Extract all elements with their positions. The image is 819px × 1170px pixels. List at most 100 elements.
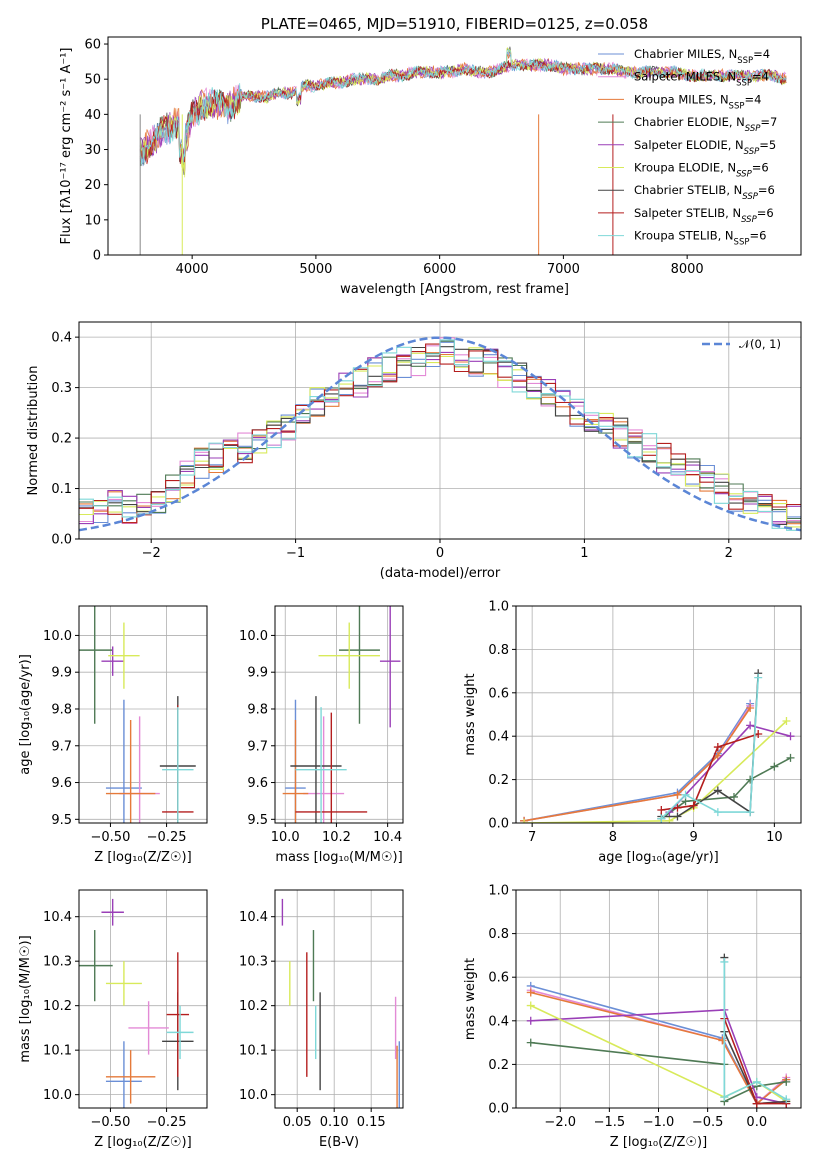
x-tick-label: −2.0	[544, 1115, 576, 1130]
y-tick-label: 9.6	[247, 776, 268, 791]
panel-mass-vs-Z: −0.50 −0.25 10.0 10.1 10.2 10.3 10.4 Z [log₁₀(Z…	[18, 889, 208, 1150]
legend-label: 𝒩(0, 1)	[739, 337, 781, 351]
y-tick-label: 30	[84, 143, 101, 158]
y-tick-label: 0.2	[488, 1058, 509, 1073]
x-tick-label: −1.5	[594, 1115, 626, 1130]
mass-weight-marker	[526, 1001, 535, 1010]
errorbar-point	[108, 622, 140, 689]
mass-weight-line	[660, 677, 759, 820]
mass-weight-marker	[746, 721, 755, 730]
mass-weight-marker	[713, 808, 722, 817]
x-tick-label: 0.05	[283, 1115, 312, 1130]
x-axis-label: wavelength [Angstrom, rest frame]	[340, 282, 569, 297]
y-axis-label: Flux [fλ10⁻¹⁷ erg cm⁻² s⁻¹ A⁻¹]	[59, 48, 74, 245]
x-tick-label: −0.25	[147, 830, 187, 845]
errorbar-point	[79, 606, 113, 724]
mass-weight-marker	[657, 805, 666, 814]
y-tick-label: 10.0	[239, 1088, 268, 1103]
mass-weight-marker	[713, 751, 722, 760]
y-tick-label: 10.3	[43, 955, 72, 970]
histogram-step-8	[79, 339, 801, 531]
x-axis-label: Z [log₁₀(Z/Z☉)]	[94, 1135, 191, 1150]
y-tick-label: 10	[84, 213, 101, 228]
errorbar-point	[105, 961, 142, 1006]
spectrum-line-3	[139, 59, 787, 167]
legend-label: Chabrier STELIB, NSSP=6	[634, 183, 775, 202]
x-tick-label: 1	[580, 546, 588, 561]
legend-label: Kroupa ELODIE, NSSP=6	[634, 161, 769, 180]
chart-title: PLATE=0465, MJD=51910, FIBERID=0125, z=0…	[261, 15, 648, 33]
legend-label: Salpeter ELODIE, NSSP=5	[634, 138, 776, 157]
axes-frame	[515, 605, 802, 824]
errorbar-point	[379, 606, 401, 728]
legend-label: Kroupa MILES, NSSP=4	[634, 92, 761, 111]
x-tick-label: 6000	[423, 262, 456, 277]
y-tick-label: 50	[84, 73, 101, 88]
y-axis-label: mass weight	[463, 958, 478, 1040]
y-tick-label: 0	[93, 249, 101, 264]
y-tick-label: 10.0	[43, 1088, 72, 1103]
y-tick-label: 10.0	[43, 629, 72, 644]
x-tick-label: 4000	[176, 262, 209, 277]
x-tick-label: 7000	[547, 262, 580, 277]
mass-weight-line	[660, 757, 791, 820]
errorbar-point	[295, 712, 368, 823]
y-axis-label: Normed distribution	[26, 366, 41, 496]
x-axis-label: E(B-V)	[319, 1135, 359, 1150]
y-tick-label: 0.0	[488, 1102, 509, 1117]
mass-weight-line	[523, 705, 751, 822]
y-tick-label: 0.0	[51, 533, 72, 548]
mass-weight-marker	[782, 1077, 791, 1086]
y-tick-label: 1.0	[488, 600, 509, 615]
y-tick-label: 1.0	[488, 884, 509, 899]
x-tick-label: 8	[609, 830, 617, 845]
legend-label: Salpeter MILES, NSSP=4	[634, 70, 769, 89]
plot-area	[281, 898, 401, 1108]
mass-weight-marker	[673, 812, 682, 821]
x-tick-label: −1	[286, 546, 305, 561]
x-axis-label: mass [log₁₀(M/M☉)]	[275, 850, 402, 865]
mass-weight-marker	[746, 703, 755, 712]
y-tick-label: 0.6	[488, 686, 509, 701]
errorbar-point	[303, 716, 345, 823]
errorbar-point	[105, 1050, 156, 1104]
plot-area	[79, 898, 194, 1108]
y-axis-label: age [log₁₀(age/yr)]	[18, 654, 33, 775]
panel-spectrum: 4000 5000 6000 7000 8000 0 10 20 30 40 50 60 wavelen…	[59, 15, 802, 297]
y-tick-label: 0.2	[488, 773, 509, 788]
errorbar-point	[282, 720, 309, 823]
y-tick-label: 0.2	[51, 432, 72, 447]
mass-weight-line	[723, 961, 787, 1100]
mass-weight-marker	[786, 732, 795, 741]
mass-weight-marker	[782, 1095, 791, 1104]
spectrum-line-2	[139, 51, 787, 172]
errorbar-point	[166, 1005, 194, 1060]
mass-weight-marker	[526, 1038, 535, 1047]
errorbar-point	[128, 1001, 169, 1055]
y-tick-label: 60	[84, 38, 101, 53]
y-tick-label: 10.1	[239, 1044, 268, 1059]
x-tick-label: 0.15	[357, 1115, 386, 1130]
y-tick-label: 9.5	[51, 813, 72, 828]
mass-weight-line	[523, 707, 751, 822]
x-tick-label: 10	[766, 830, 783, 845]
y-tick-label: 20	[84, 178, 101, 193]
y-tick-label: 9.9	[247, 666, 268, 681]
legend-label: Chabrier ELODIE, NSSP=7	[634, 115, 777, 134]
y-axis-label: mass [log₁₀(M/M☉)]	[18, 935, 33, 1062]
y-tick-label: 9.8	[247, 702, 268, 717]
x-axis-label: (data-model)/error	[380, 566, 501, 581]
x-tick-label: −2	[142, 546, 161, 561]
errorbar-point	[101, 646, 124, 676]
panel-mass-vs-EBV: 0.05 0.10 0.15 10.0 10.1 10.2 10.3 10.4 E(B-V)	[239, 889, 404, 1150]
axes-frame	[107, 36, 802, 256]
plot-area	[282, 606, 401, 823]
errorbar-point	[295, 707, 347, 823]
legend-label: Salpeter STELIB, NSSP=6	[634, 206, 774, 225]
y-tick-label: 9.8	[51, 702, 72, 717]
errorbar-point	[105, 1041, 142, 1108]
mass-weight-marker	[673, 803, 682, 812]
y-tick-label: 10.2	[239, 999, 268, 1014]
